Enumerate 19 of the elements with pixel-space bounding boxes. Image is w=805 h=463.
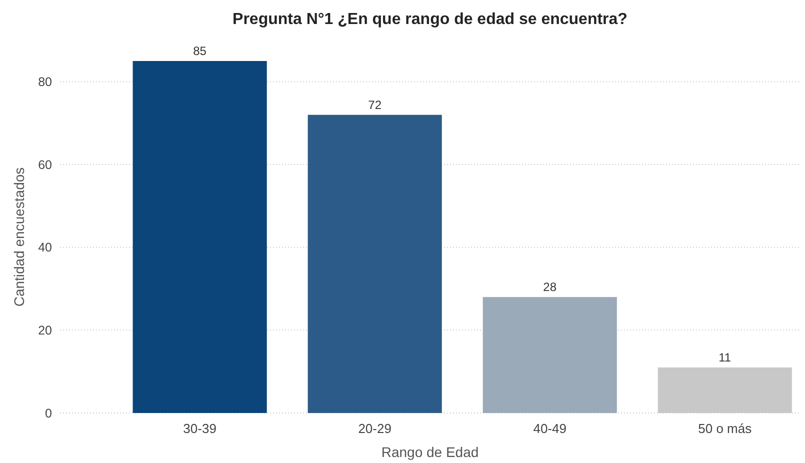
y-tick-label: 40: [38, 240, 52, 255]
data-label: 85: [193, 44, 207, 58]
y-tick-label: 20: [38, 324, 52, 338]
data-label: 72: [368, 98, 382, 112]
bar: [132, 61, 267, 413]
y-tick-label: 0: [45, 406, 52, 420]
data-label: 28: [543, 280, 557, 294]
data-label: 11: [718, 350, 732, 364]
x-axis-title: Rango de Edad: [381, 444, 479, 460]
x-tick-label: 40-49: [533, 421, 566, 436]
x-tick-label: 20-29: [358, 421, 392, 436]
x-tick-label: 50 o más: [698, 421, 752, 436]
y-tick-label: 60: [38, 158, 52, 172]
bar: [482, 297, 617, 413]
bar: [308, 114, 442, 413]
y-axis-title: Cantidad encuestados: [11, 167, 27, 307]
y-tick-label: 80: [38, 75, 52, 90]
chart-title: Pregunta N°1 ¿En que rango de edad se encuentra?: [232, 11, 628, 28]
x-tick-label: 30-39: [183, 421, 216, 436]
